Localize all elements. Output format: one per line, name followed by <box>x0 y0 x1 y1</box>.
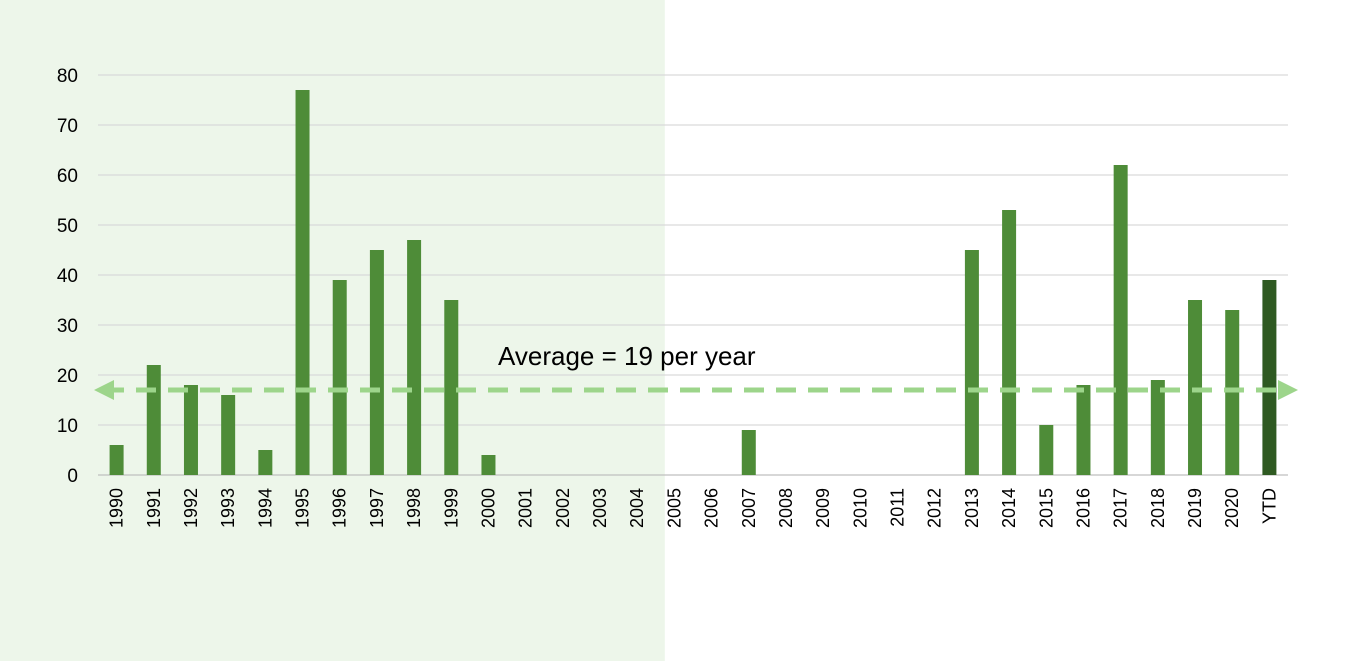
bar-2000 <box>481 455 496 475</box>
bar-1996 <box>332 280 347 475</box>
y-tick-label: 30 <box>57 316 78 337</box>
x-tick-label: 2019 <box>1185 488 1205 528</box>
y-tick-label: 40 <box>57 266 78 287</box>
highlight-region <box>0 0 665 661</box>
bar-2015 <box>1039 425 1054 475</box>
bar-1991 <box>146 365 161 475</box>
bar-2018 <box>1150 380 1165 475</box>
y-tick-label: 60 <box>57 166 78 187</box>
x-tick-label: 2012 <box>925 488 945 528</box>
bar-2007 <box>741 430 756 475</box>
bar-2014 <box>1002 210 1017 475</box>
x-tick-label: 2001 <box>516 488 536 528</box>
x-tick-label: 1998 <box>404 488 424 528</box>
x-tick-label: 2004 <box>627 488 647 528</box>
average-label: Average = 19 per year <box>498 341 756 371</box>
bar-1998 <box>407 240 422 475</box>
y-tick-label: 80 <box>57 66 78 87</box>
x-tick-label: 1996 <box>330 488 350 528</box>
bar-2016 <box>1076 385 1091 475</box>
x-tick-label: 1992 <box>181 488 201 528</box>
bar-2017 <box>1113 165 1128 475</box>
x-tick-label: 2010 <box>850 488 870 528</box>
bar-1995 <box>295 90 310 475</box>
y-tick-label: 10 <box>57 416 78 437</box>
x-tick-label: 2009 <box>813 488 833 528</box>
x-tick-label: 2015 <box>1036 488 1056 528</box>
x-tick-label: 1990 <box>107 488 127 528</box>
x-tick-label: 2003 <box>590 488 610 528</box>
x-tick-label: 2007 <box>739 488 759 528</box>
x-tick-label: 2000 <box>478 488 498 528</box>
x-axis-ticks: 1990 1991 1992 1993 1994 1995 1996 1997 1998 1999… <box>107 488 1280 528</box>
x-tick-label: 2006 <box>702 488 722 528</box>
x-tick-label: 2008 <box>776 488 796 528</box>
y-tick-label: 0 <box>67 466 78 487</box>
bar-1997 <box>369 250 384 475</box>
bar-1993 <box>221 395 236 475</box>
bar-1990 <box>109 445 124 475</box>
x-tick-label: 1997 <box>367 488 387 528</box>
y-tick-label: 70 <box>57 116 78 137</box>
y-axis-ticks: 0 10 20 30 40 50 60 70 80 <box>57 66 78 487</box>
bar-1992 <box>183 385 198 475</box>
x-tick-label: 1995 <box>293 488 313 528</box>
x-tick-label: 2011 <box>888 488 908 527</box>
x-tick-label: 2013 <box>962 488 982 528</box>
x-tick-label: 1999 <box>441 488 461 528</box>
x-tick-label: 2016 <box>1073 488 1093 528</box>
x-tick-label: YTD <box>1259 488 1279 524</box>
bar-1994 <box>258 450 273 475</box>
bar-ytd <box>1262 280 1277 475</box>
x-tick-label: 2002 <box>553 488 573 528</box>
x-tick-label: 2020 <box>1222 488 1242 528</box>
x-tick-label: 2018 <box>1148 488 1168 528</box>
x-tick-label: 2005 <box>664 488 684 528</box>
x-tick-label: 2014 <box>999 488 1019 528</box>
x-tick-label: 2017 <box>1111 488 1131 528</box>
x-tick-label: 1994 <box>255 488 275 528</box>
y-tick-label: 20 <box>57 366 78 387</box>
x-tick-label: 1991 <box>144 488 164 528</box>
x-tick-label: 1993 <box>218 488 238 528</box>
bar-2013 <box>964 250 979 475</box>
y-tick-label: 50 <box>57 216 78 237</box>
